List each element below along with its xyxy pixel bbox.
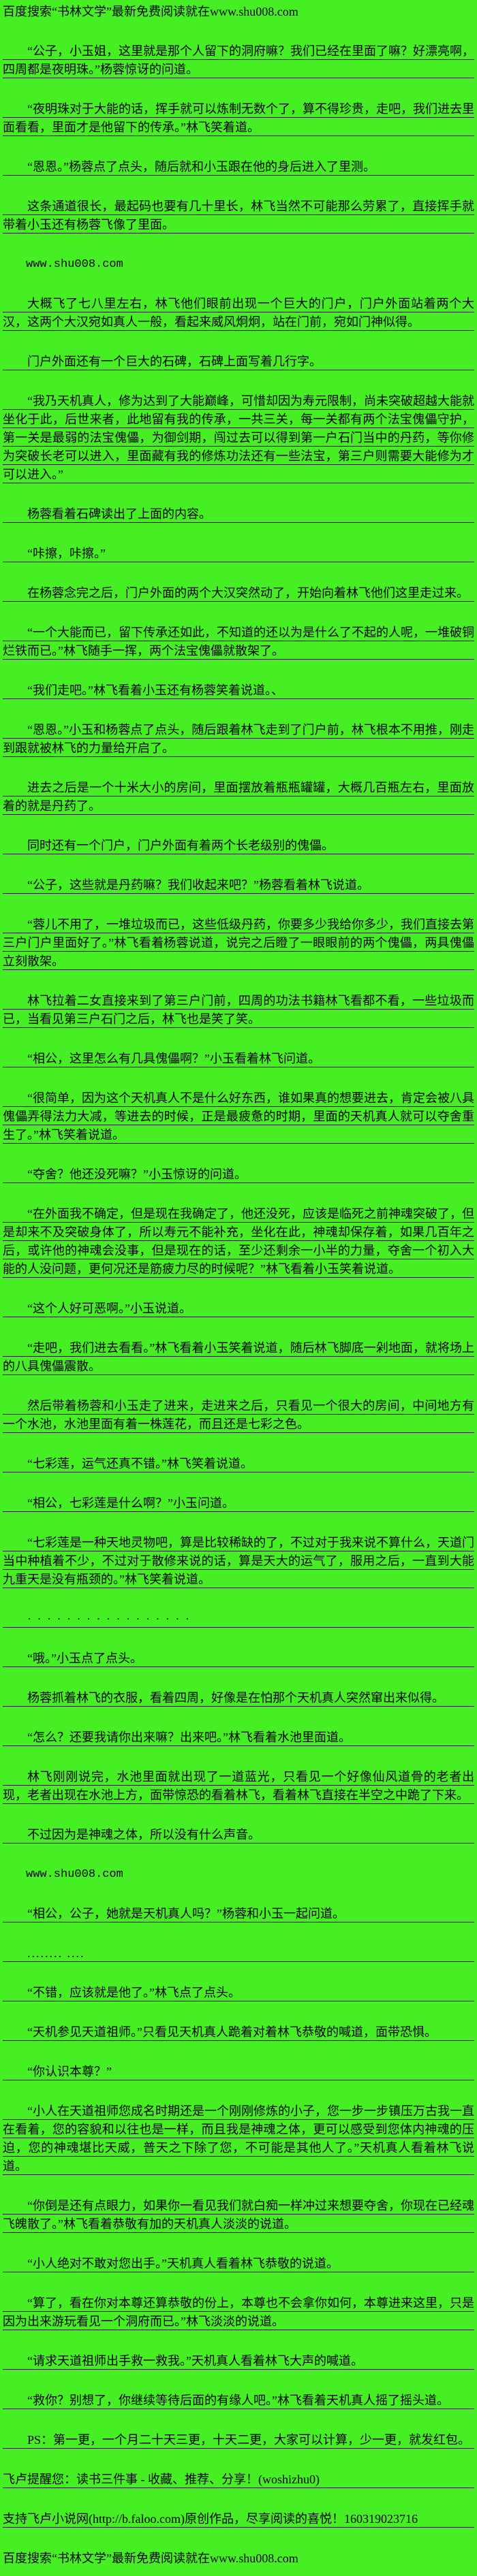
novel-paragraph: 杨蓉看着石碑读出了上面的内容。 bbox=[3, 505, 474, 524]
novel-paragraph: “这个人好可恶啊。”小玉说道。 bbox=[3, 1300, 474, 1318]
novel-paragraph: “夜明珠对于大能的话，挥手就可以炼制无数个了，算不得珍贵，走吧，我们进去里面看看… bbox=[3, 100, 474, 137]
novel-paragraph: “救你？别想了，你继续等待后面的有缘人吧。”林飞看着天机真人摇了摇头道。 bbox=[3, 2392, 474, 2410]
site-watermark-line: www.shu008.com bbox=[26, 258, 123, 271]
novel-paragraph: “很简单，因为这个天机真人不是什么好东西，谁如果真的想要进去，肯定会被八具傀儡弄… bbox=[3, 1089, 474, 1144]
novel-paragraph: “公子，小玉姐，这里就是那个人留下的洞府嘛？我们已经在里面了嘛？好漂亮啊，四周都… bbox=[3, 42, 474, 79]
novel-paragraph: “一个大能而已，留下传承还如此，不知道的还以为是什么了不起的人呢，一堆破铜烂铁而… bbox=[3, 624, 474, 660]
novel-paragraph: “相公，七彩莲是什么啊？”小玉问道。 bbox=[3, 1494, 474, 1513]
novel-paragraph: 同时还有一个门户，门户外面有着两个长老级别的傀儡。 bbox=[3, 837, 474, 855]
novel-paragraph: “哦。”小玉点了点头。 bbox=[3, 1649, 474, 1668]
novel-paragraph: 林飞刚刚说完，水池里面就出现了一道蓝光，只看见一个好像仙风道骨的老者出现，老者出… bbox=[3, 1768, 474, 1805]
novel-paragraph: “我们走吧。”林飞看着小玉还有杨蓉笑着说道。、 bbox=[3, 681, 474, 700]
novel-paragraph: “我乃天机真人，修为达到了大能巅峰，可惜却因为寿元限制，尚未突破超越大能就坐化于… bbox=[3, 392, 474, 484]
novel-paragraph: “七彩莲，运气还真不错。”林飞笑着说道。 bbox=[3, 1455, 474, 1473]
novel-paragraph: “走吧，我们进去看看。”林飞看着小玉笑着说道，随后林飞脚底一剁地面，就将场上的八… bbox=[3, 1339, 474, 1376]
novel-paragraph: “怎么？还要我请你出来嘛？出来吧。”林飞看着水池里面道。 bbox=[3, 1728, 474, 1747]
novel-paragraph: PS：第一更，一个月二十天三更，十天二更，大家可以计算，少一更，就发红包。 bbox=[3, 2431, 474, 2449]
novel-paragraph: 在杨蓉念完之后，门户外面的两个大汉突然动了，开始向着林飞他们这里走过来。 bbox=[3, 584, 474, 602]
novel-paragraph: 进去之后是一个十米大小的房间，里面摆放着瓶瓶罐罐，大概几百瓶左右，里面放着的就是… bbox=[3, 779, 474, 816]
novel-paragraph: 不过因为是神魂之体，所以没有什么声音。 bbox=[3, 1826, 474, 1844]
novel-paragraph: “恩恩。”小玉和杨蓉点了点头，随后跟着林飞走到了门户前，林飞根本不用推，刚走到跟… bbox=[3, 721, 474, 758]
novel-paragraph: “相公，公子，她就是天机真人吗？”杨蓉和小玉一起问道。 bbox=[3, 1905, 474, 1923]
novel-paragraph: “算了，看在你对本尊还算恭敬的份上，本尊也不会拿你如何，本尊进来这里，只是因为出… bbox=[3, 2294, 474, 2331]
novel-paragraph: “你认识本尊？” bbox=[3, 2063, 474, 2081]
novel-paragraph: 这条通道很长，最起码也要有几十里长，林飞当然不可能那么劳累了，直接挥手就带着小玉… bbox=[3, 197, 474, 234]
novel-paragraph: “小人绝对不敢对您出手。”天机真人看着林飞恭敬的说道。 bbox=[3, 2255, 474, 2273]
novel-paragraph: 支持飞卢小说网(http://b.faloo.com)原创作品，尽享阅读的喜悦！… bbox=[3, 2510, 474, 2528]
novel-body: “公子，小玉姐，这里就是那个人留下的洞府嘛？我们已经在里面了嘛？好漂亮啊，四周都… bbox=[3, 42, 474, 2528]
novel-paragraph: 林飞拉着二女直接来到了第三户门前，四周的功法书籍林飞看都不看，一些垃圾而已，当看… bbox=[3, 992, 474, 1029]
novel-paragraph: “公子，这些就是丹药嘛？我们收起来吧？”杨蓉看着林飞说道。 bbox=[3, 876, 474, 895]
ellipsis-separator-line: ........ .... bbox=[3, 1944, 474, 1963]
novel-paragraph: 门户外面还有一个巨大的石碑，石碑上面写着几行字。 bbox=[3, 353, 474, 371]
novel-paragraph: “请求天道祖师出手救一救我。”天机真人看着林飞大声的喊道。 bbox=[3, 2352, 474, 2370]
novel-paragraph: “相公，这里怎么有几具傀儡啊？”小玉看着林飞问道。 bbox=[3, 1050, 474, 1068]
novel-paragraph: “小人在天道祖师您成名时期还是一个刚刚修炼的小子，您一步一步镇压万古我一直在看着… bbox=[3, 2102, 474, 2176]
novel-paragraph: 杨蓉抓着林飞的衣服，看着四周，好像是在怕那个天机真人突然窜出来似得。 bbox=[3, 1689, 474, 1707]
novel-paragraph: “咔擦，咔擦。” bbox=[3, 545, 474, 563]
top-promo-line: 百度搜索“书林文学”最新免费阅读就在www.shu008.com bbox=[3, 5, 298, 18]
novel-paragraph: “不错，应该就是他了。”林飞点了点头。 bbox=[3, 1984, 474, 2002]
site-watermark-line: www.shu008.com bbox=[26, 1868, 123, 1881]
novel-paragraph: “恩恩。”杨蓉点了点头，随后就和小玉跟在他的身后进入了里测。 bbox=[3, 158, 474, 176]
novel-paragraph: 大概飞了七八里左右，林飞他们眼前出现一个巨大的门户，门户外面站着两个大汉，这两个… bbox=[3, 295, 474, 332]
novel-paragraph: “天机参见天道祖师。”只看见天机真人跪着对着林飞恭敬的喊道，面带恐惧。 bbox=[3, 2023, 474, 2042]
novel-paragraph: 飞卢提醒您：读书三件事 - 收藏、推荐、分享！(woshizhu0) bbox=[3, 2470, 474, 2489]
novel-paragraph: “夺舍？他还没死嘛？”小玉惊讶的问道。 bbox=[3, 1165, 474, 1184]
ellipsis-separator-line: · · · · · · · · · · · · · · · · · bbox=[3, 1610, 474, 1628]
novel-paragraph: 然后带着杨蓉和小玉走了进来，走进来之后，只看见一个很大的房间，中间地方有一个水池… bbox=[3, 1397, 474, 1434]
novel-paragraph: “蓉儿不用了，一堆垃圾而已，这些低级丹药，你要多少我给你多少，我们直接去第三户门… bbox=[3, 916, 474, 971]
novel-paragraph: “七彩莲是一种天地灵物吧，算是比较稀缺的了，不过对于我来说不算什么，天道门当中种… bbox=[3, 1534, 474, 1589]
bottom-promo-line: 百度搜索“书林文学”最新免费阅读就在www.shu008.com bbox=[3, 2551, 298, 2565]
novel-paragraph: “在外面我不确定，但是现在我确定了，他还没死，应该是临死之前神魂突破了，但是却来… bbox=[3, 1205, 474, 1278]
novel-paragraph: “你倒是还有点眼力，如果你一看见我们就白痴一样冲过来想要夺舍，你现在已经魂飞魄散… bbox=[3, 2197, 474, 2234]
